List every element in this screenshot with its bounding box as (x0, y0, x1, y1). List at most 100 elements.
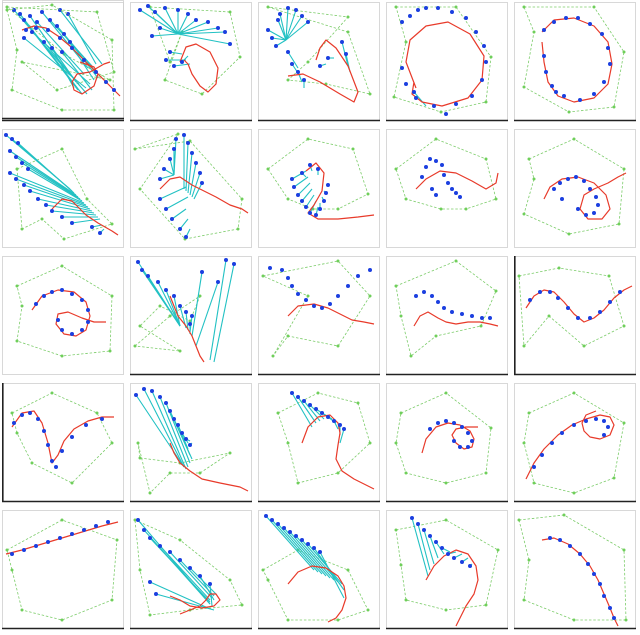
control-point (133, 147, 137, 151)
sample-point (44, 203, 48, 207)
fitted-curve (525, 410, 615, 480)
control-point (30, 461, 34, 465)
sample-point (182, 133, 186, 137)
sample-point (442, 173, 446, 177)
sample-point (432, 104, 436, 108)
control-point (484, 603, 488, 607)
control-point (622, 421, 626, 425)
connector-line (177, 19, 197, 35)
control-point (148, 491, 152, 495)
sample-point (482, 44, 486, 48)
sample-point (416, 8, 420, 12)
control-point (567, 110, 571, 114)
control-point (15, 339, 19, 343)
control-point (444, 481, 448, 485)
sample-point (446, 552, 450, 556)
sample-point (28, 14, 32, 18)
panel-frame (2, 256, 124, 375)
fitted-curve (421, 422, 478, 454)
control-polygon (523, 392, 625, 494)
sample-point (404, 82, 408, 86)
control-point (399, 563, 403, 567)
control-polygon (393, 6, 492, 113)
sample-point (60, 50, 64, 54)
sample-point (552, 20, 556, 24)
panel-5-2 (130, 510, 252, 630)
sample-point (30, 30, 34, 34)
connector-line (271, 519, 319, 573)
connector-line (51, 47, 75, 89)
control-polygon (261, 260, 371, 357)
control-point (240, 603, 244, 607)
connector-line (179, 218, 189, 230)
control-point (60, 108, 64, 112)
panel-2-3 (258, 129, 380, 248)
sample-point (164, 401, 168, 405)
sample-point (34, 544, 38, 548)
sample-point (584, 419, 588, 423)
sample-point (16, 141, 20, 145)
control-point (20, 608, 24, 612)
sample-point (446, 181, 450, 185)
control-point (108, 78, 112, 82)
control-point (228, 451, 232, 455)
control-point (479, 324, 483, 328)
control-point (60, 618, 64, 622)
sample-point (156, 280, 160, 284)
sample-point (168, 550, 172, 554)
sample-point (180, 431, 184, 435)
connector-line (199, 575, 215, 601)
connector-line (293, 176, 309, 188)
control-polygon (395, 519, 499, 611)
sample-point (602, 594, 606, 598)
sample-point (312, 304, 316, 308)
connector-line (289, 531, 331, 579)
sample-point (20, 413, 24, 417)
sample-point (436, 6, 440, 10)
sample-point (598, 582, 602, 586)
sample-point (22, 36, 26, 40)
sample-point (436, 421, 440, 425)
sample-point (548, 536, 552, 540)
sample-point (216, 26, 220, 30)
sample-point (434, 193, 438, 197)
sample-point (200, 181, 204, 185)
control-point (158, 304, 162, 308)
panel-4-5 (514, 383, 636, 503)
panel-plot (130, 510, 252, 630)
sample-point (48, 18, 52, 22)
sample-point (70, 435, 74, 439)
sample-point (286, 276, 290, 280)
control-polygon (395, 392, 492, 484)
control-point (20, 60, 24, 64)
sample-point (444, 112, 448, 116)
panel-1-3 (258, 2, 380, 122)
connector-line (139, 9, 179, 35)
control-point (336, 618, 340, 622)
control-point (622, 548, 626, 552)
sample-point (26, 167, 30, 171)
connector-line (159, 27, 179, 35)
sample-point (70, 532, 74, 536)
sample-point (142, 528, 146, 532)
sample-point (336, 294, 340, 298)
control-point (266, 578, 270, 582)
sample-point (158, 544, 162, 548)
connector-line (29, 190, 91, 210)
sample-point (608, 300, 612, 304)
connector-line (154, 11, 179, 35)
sample-point (592, 572, 596, 576)
sample-point (35, 20, 39, 24)
control-point (5, 8, 9, 12)
sample-point (322, 199, 326, 203)
panel-frame (258, 383, 380, 502)
control-polygon (523, 138, 625, 235)
control-point (168, 60, 172, 64)
control-point (336, 471, 340, 475)
connector-line (189, 162, 197, 196)
sample-point (148, 580, 152, 584)
control-point (346, 15, 350, 19)
control-point (85, 197, 89, 201)
control-polygon (16, 148, 113, 240)
control-polygon (11, 392, 113, 484)
